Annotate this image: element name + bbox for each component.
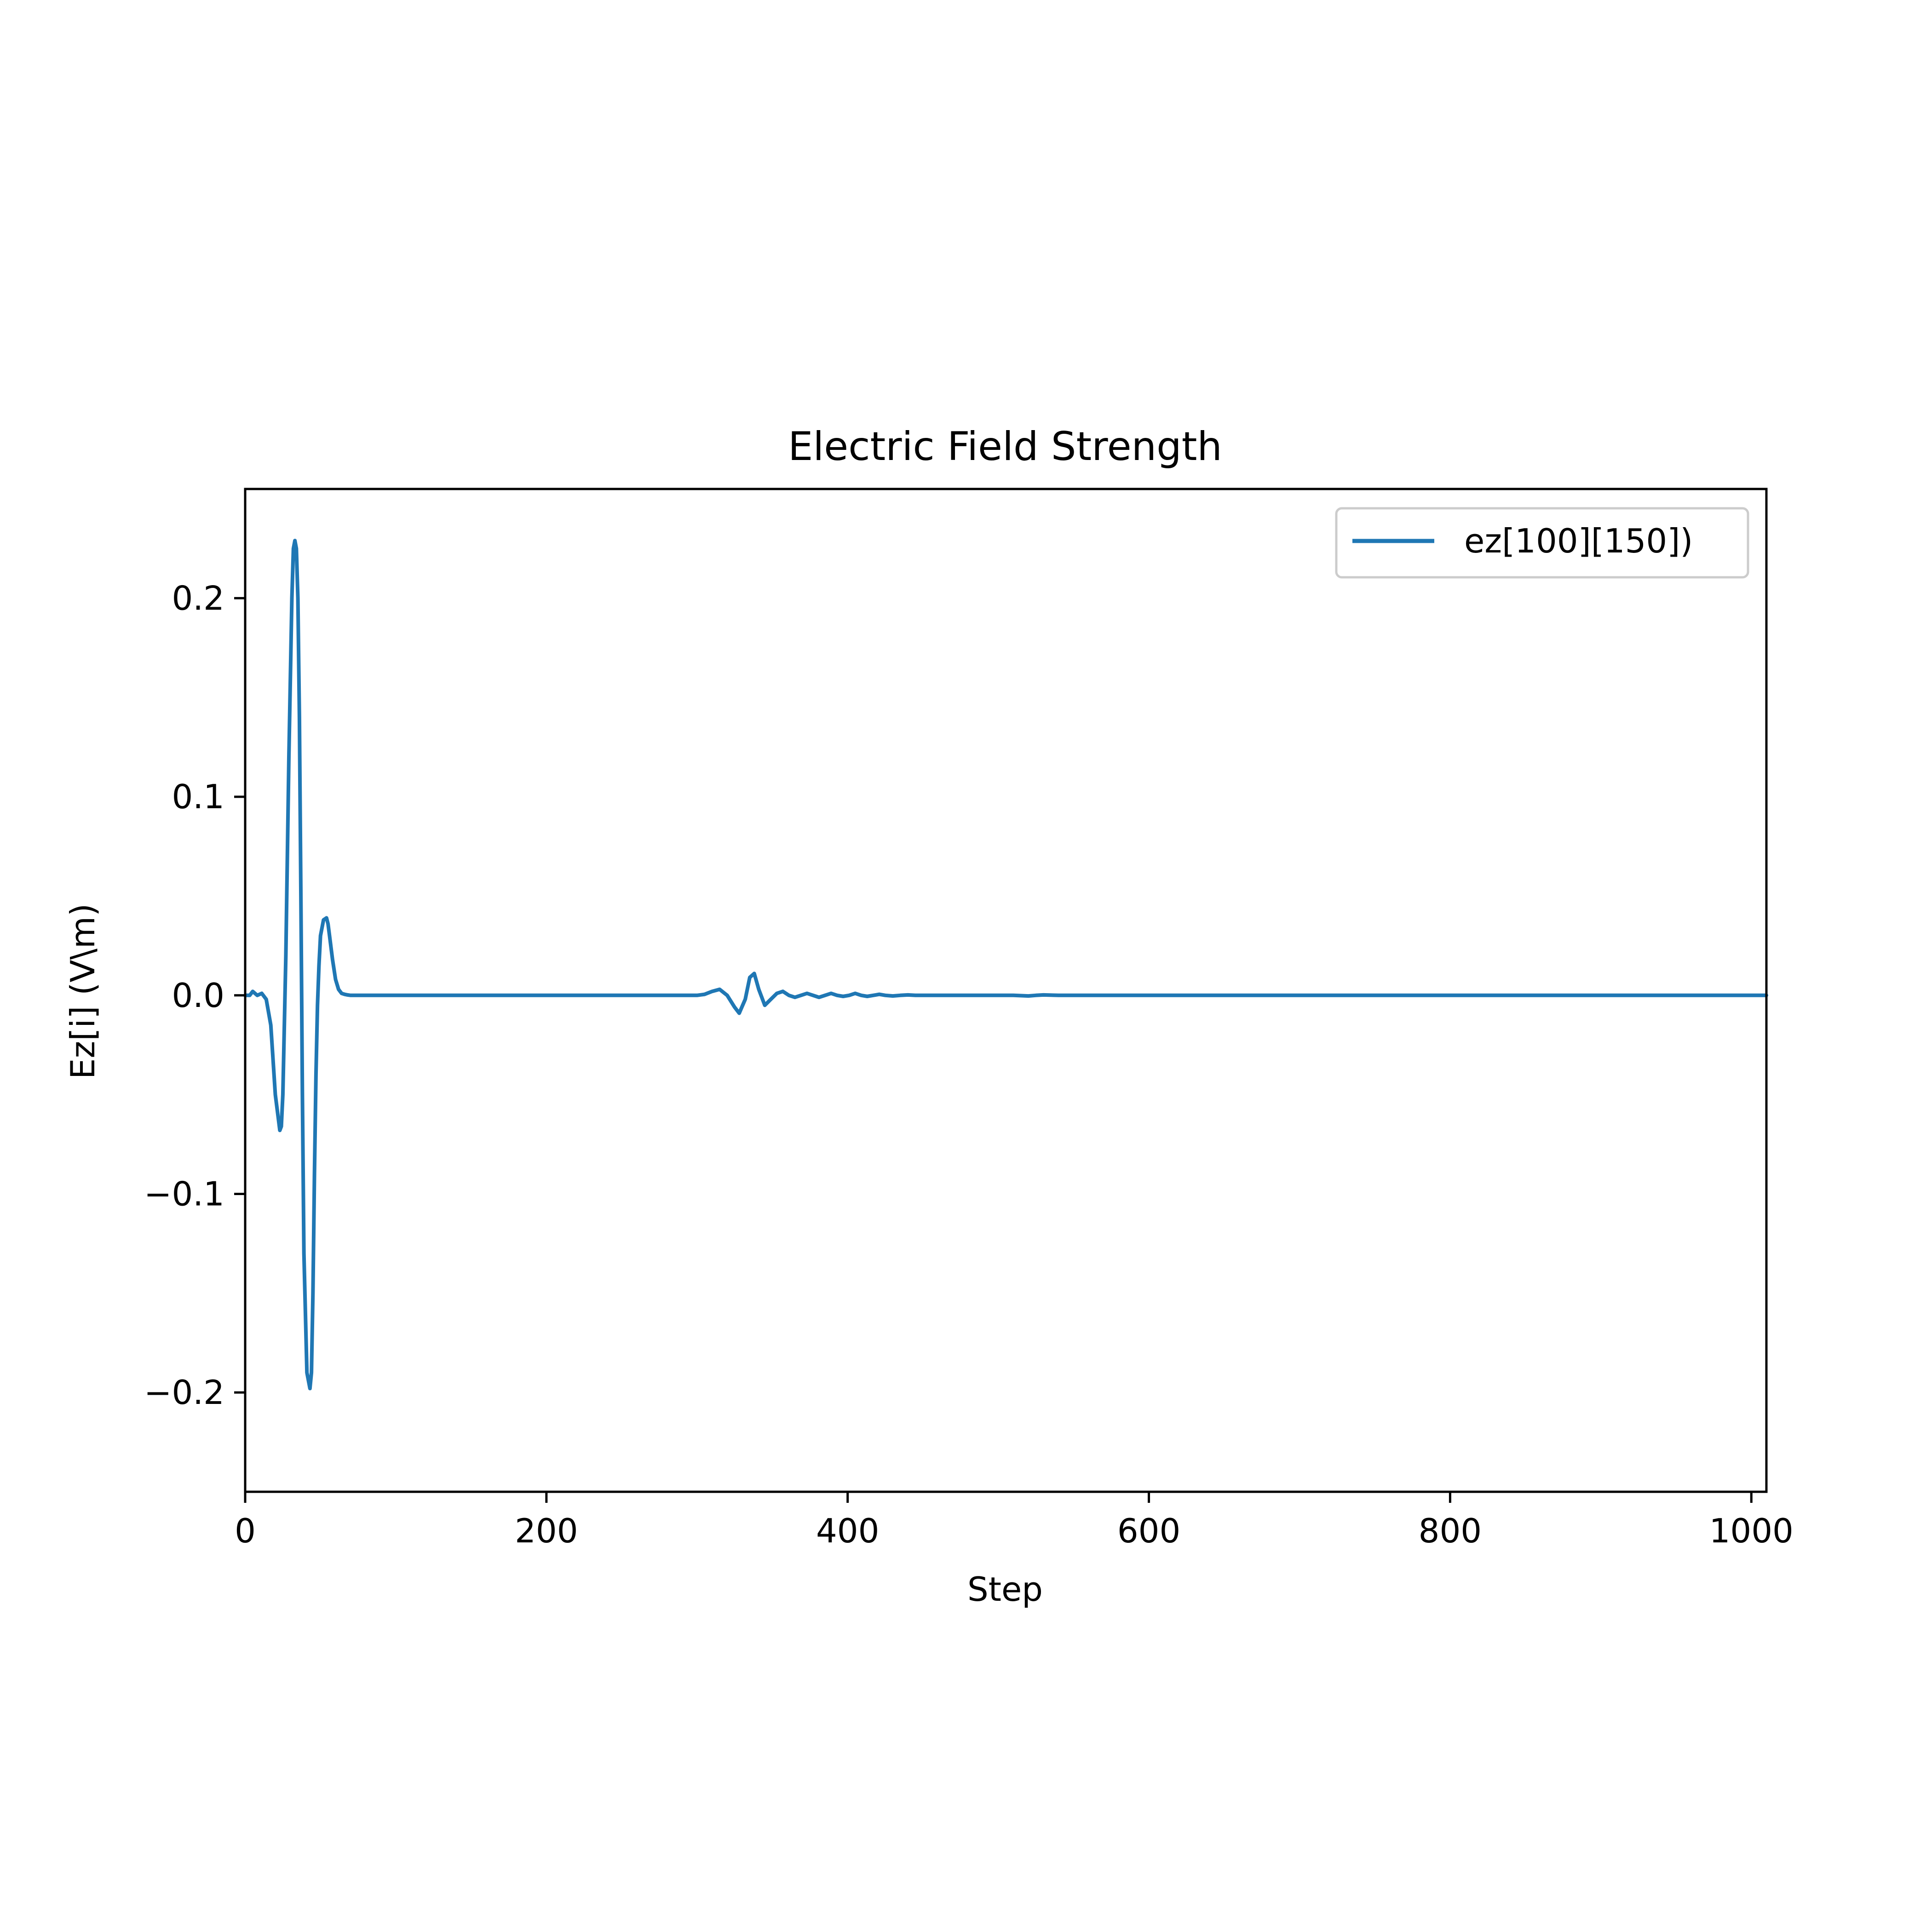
x-axis-ticks: 0 200 400 600 800 1000 [235, 1492, 1794, 1550]
y-tick-label: −0.2 [144, 1373, 224, 1412]
series-line-0 [243, 539, 1768, 1391]
legend-box [1335, 507, 1749, 579]
plot-area [243, 488, 1768, 1493]
x-tick-label: 400 [816, 1512, 879, 1550]
y-tick-label: 0.2 [172, 579, 224, 617]
x-tick-label: 200 [515, 1512, 578, 1550]
x-tick-label: 800 [1419, 1512, 1482, 1550]
y-tick-label: −0.1 [144, 1174, 224, 1213]
y-tick-label: 0.1 [172, 777, 224, 816]
chart-title: Electric Field Strength [788, 424, 1222, 470]
y-axis-label: Ez[i] (V\m) [63, 903, 102, 1079]
legend: ez[100][150]) [1335, 507, 1749, 579]
axes-frame [244, 488, 1768, 1493]
x-axis-label: Step [967, 1570, 1043, 1609]
x-tick-label: 600 [1117, 1512, 1180, 1550]
y-tick-label: 0.0 [172, 976, 224, 1015]
series-layer [243, 539, 1768, 1391]
x-tick-label: 0 [235, 1512, 256, 1550]
x-tick-label: 1000 [1709, 1512, 1794, 1550]
legend-label: ez[100][150]) [1464, 522, 1693, 560]
y-axis-ticks: −0.2 −0.1 0.0 0.1 0.2 [144, 579, 245, 1412]
